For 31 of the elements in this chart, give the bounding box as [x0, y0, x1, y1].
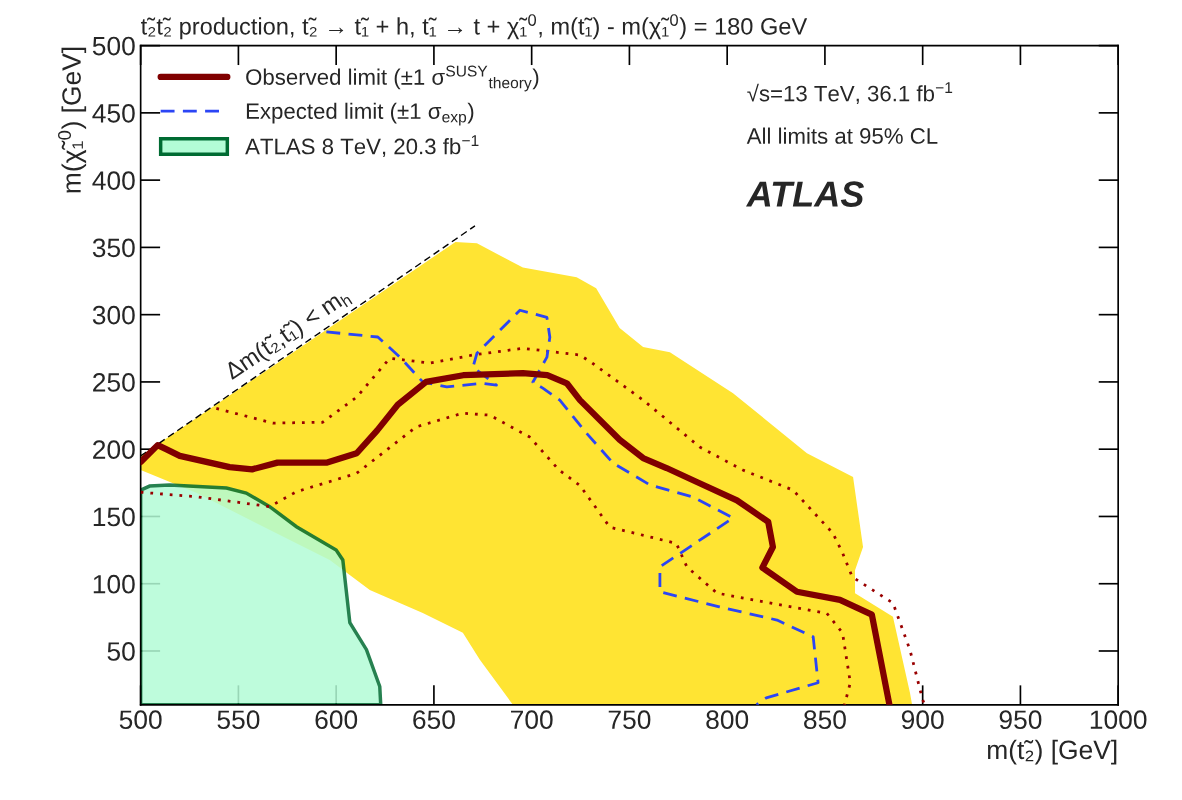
- y-tick-label: 250: [93, 373, 135, 392]
- y-tick-label: 300: [92, 305, 135, 325]
- annotation: All limits at 95% CL: [746, 127, 938, 144]
- x-tick-label: 1000: [1090, 710, 1147, 730]
- y-tick-label: 50: [107, 642, 135, 661]
- chart-title: t̃₂t̃₂ production, t̃₂ → t̃₁ + h, t̃₁ → t + χ̃₁$^{0}$, m(t̃₁) - m(χ̃₁$^{0}$) = 180 GeV: [141, 14, 808, 40]
- x-tick-label: 700: [511, 710, 553, 730]
- y-tick-label: 200: [93, 440, 135, 460]
- x-tick-label: 500: [119, 710, 162, 730]
- legend-label: ATLAS 8 TeV, 20.3 fb$^{−1}$: [245, 135, 479, 157]
- x-tick-label: 900: [901, 710, 944, 730]
- y-tick-label: 400: [92, 171, 135, 190]
- x-tick-label: 550: [217, 710, 260, 730]
- legend-label: Observed limit (±1 σ$^{SUSY}$$_{theory}$): [246, 65, 539, 92]
- x-tick-label: 600: [315, 710, 358, 730]
- legend-label: Expected limit (±1 σ$_{exp}$): [246, 102, 474, 126]
- x-tick-label: 850: [804, 710, 846, 730]
- y-tick-label: 100: [93, 574, 135, 594]
- y-tick-label: 500: [92, 36, 135, 56]
- x-axis-title: m(t̃₂) [GeV]: [988, 739, 1117, 765]
- annotation: Δm(t̃₂,t̃₁) < m$_{h}$: [223, 286, 354, 384]
- x-tick-label: 800: [706, 710, 749, 730]
- y-tick-label: 350: [92, 238, 135, 258]
- annotation: ATLAS: [745, 181, 865, 207]
- x-tick-label: 950: [999, 710, 1042, 730]
- x-tick-label: 650: [413, 710, 455, 730]
- annotation: √s=13 TeV, 36.1 fb$^{−1}$: [747, 82, 953, 105]
- x-tick-label: 750: [608, 710, 651, 730]
- y-tick-label: 450: [92, 104, 135, 123]
- y-tick-label: 150: [93, 507, 135, 527]
- y-axis-title: m(χ̃₁$^{0}$) [GeV]: [57, 47, 87, 193]
